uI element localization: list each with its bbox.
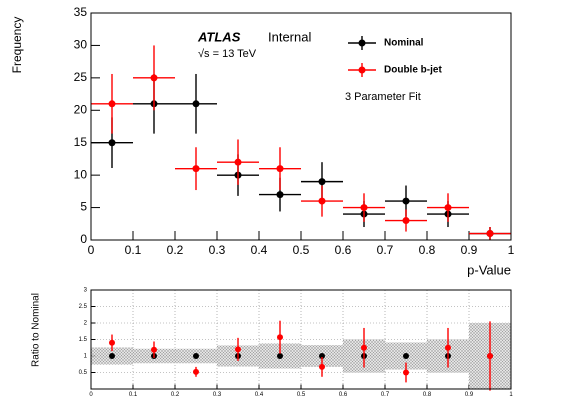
x-tick-label: 0.1 xyxy=(125,243,142,257)
marker xyxy=(151,346,157,353)
marker xyxy=(193,353,199,359)
marker xyxy=(318,178,326,186)
y-tick-label: 20 xyxy=(74,102,88,116)
legend-marker xyxy=(358,39,366,47)
y-axis-label: Ratio to Nominal xyxy=(31,293,42,367)
marker xyxy=(444,204,452,212)
x-axis-label: p-Value xyxy=(467,262,511,277)
x-tick-label: 0 xyxy=(88,243,95,257)
y-tick-label: 2 xyxy=(84,321,88,327)
x-tick-label: 0.9 xyxy=(461,243,478,257)
marker xyxy=(277,334,283,341)
y-tick-label: 2.5 xyxy=(79,304,88,310)
marker xyxy=(402,197,410,205)
y-tick-label: 5 xyxy=(80,200,87,214)
x-tick-label: 0.7 xyxy=(381,392,390,398)
marker xyxy=(361,344,367,351)
annotation: ATLAS xyxy=(197,29,241,44)
marker xyxy=(192,165,200,173)
marker xyxy=(234,158,242,166)
marker xyxy=(277,353,283,359)
legend-label: Nominal xyxy=(384,38,424,49)
x-tick-label: 0.8 xyxy=(419,243,436,257)
marker xyxy=(192,100,200,108)
marker xyxy=(360,204,368,212)
y-axis-label: Frequency xyxy=(10,17,24,74)
x-tick-label: 1 xyxy=(509,392,513,398)
x-tick-label: 1 xyxy=(508,243,515,257)
y-tick-label: 0.5 xyxy=(79,370,88,376)
y-tick-label: 1 xyxy=(84,354,88,360)
x-tick-label: 0.8 xyxy=(423,392,432,398)
x-tick-label: 0 xyxy=(89,392,93,398)
marker xyxy=(276,165,284,173)
y-tick-label: 10 xyxy=(74,167,88,181)
y-tick-label: 1.5 xyxy=(79,337,88,343)
marker xyxy=(318,197,326,205)
x-tick-label: 0.4 xyxy=(251,243,268,257)
marker xyxy=(108,100,116,108)
x-tick-label: 0.6 xyxy=(335,243,352,257)
x-tick-label: 0.2 xyxy=(167,243,184,257)
marker xyxy=(319,353,325,359)
frame xyxy=(90,289,512,390)
marker xyxy=(109,353,115,359)
x-tick-label: 0.1 xyxy=(129,392,138,398)
y-tick-label: 15 xyxy=(74,135,88,149)
x-tick-label: 0.5 xyxy=(293,243,310,257)
annotation: Internal xyxy=(268,29,311,44)
annotation: 3 Parameter Fit xyxy=(345,91,421,103)
x-tick-label: 0.4 xyxy=(255,392,264,398)
legend-label: Double b-jet xyxy=(384,65,442,76)
marker xyxy=(403,353,409,359)
marker xyxy=(276,191,284,199)
x-tick-label: 0.3 xyxy=(213,392,222,398)
marker xyxy=(109,339,115,346)
y-tick-label: 0 xyxy=(80,232,87,246)
marker xyxy=(235,346,241,353)
x-tick-label: 0.2 xyxy=(171,392,180,398)
marker xyxy=(193,368,199,375)
x-tick-label: 0.3 xyxy=(209,243,226,257)
x-tick-label: 0.6 xyxy=(339,392,348,398)
frame xyxy=(90,12,512,241)
marker xyxy=(150,74,158,82)
marker xyxy=(402,217,410,225)
x-tick-label: 0.7 xyxy=(377,243,394,257)
marker xyxy=(487,353,493,359)
y-tick-label: 35 xyxy=(74,5,88,19)
y-tick-label: 3 xyxy=(84,288,88,294)
x-tick-label: 0.5 xyxy=(297,392,306,398)
marker xyxy=(445,344,451,351)
marker xyxy=(319,363,325,370)
y-tick-label: 25 xyxy=(74,70,88,84)
y-tick-label: 30 xyxy=(74,38,88,52)
legend-marker xyxy=(358,66,366,74)
marker xyxy=(108,139,116,147)
marker xyxy=(486,230,494,238)
x-tick-label: 0.9 xyxy=(465,392,474,398)
annotation: √s = 13 TeV xyxy=(198,48,257,60)
marker xyxy=(403,369,409,376)
